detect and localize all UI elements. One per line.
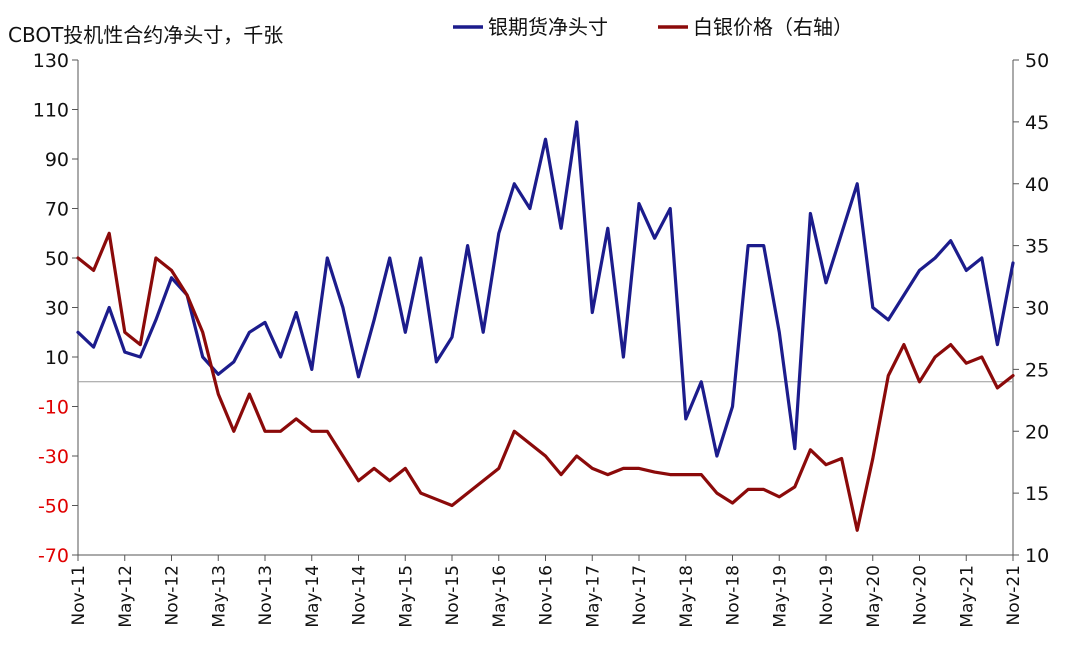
- left-tick-label: -50: [38, 496, 69, 518]
- x-tick-label: Nov-18: [724, 565, 744, 626]
- right-tick-label: 15: [1025, 483, 1049, 505]
- left-axis-label: CBOT投机性合约净头寸，千张: [8, 23, 283, 47]
- legend-label-price: 白银价格（右轴）: [693, 15, 853, 39]
- x-tick-label: May-20: [864, 565, 884, 628]
- x-tick-label: May-15: [396, 565, 416, 628]
- x-tick-label: May-14: [303, 565, 323, 628]
- x-tick-label: Nov-11: [69, 565, 89, 626]
- x-tick-label: Nov-14: [350, 565, 370, 626]
- left-tick-label: -30: [38, 446, 69, 468]
- x-tick-label: Nov-17: [630, 565, 650, 626]
- left-tick-label: 110: [33, 100, 69, 122]
- left-tick-label: 50: [45, 248, 69, 270]
- x-tick-label: Nov-13: [256, 565, 276, 626]
- x-tick-label: Nov-19: [817, 565, 837, 626]
- x-tick-label: Nov-20: [911, 565, 931, 626]
- x-tick-label: May-13: [209, 565, 229, 628]
- right-tick-label: 35: [1025, 236, 1049, 258]
- series-line-futures: [76, 120, 1015, 458]
- left-tick-label: 90: [45, 149, 69, 171]
- x-tick-label: May-18: [677, 565, 697, 628]
- x-tick-label: Nov-12: [163, 565, 183, 626]
- x-tick-label: May-19: [770, 565, 790, 628]
- x-tick-label: Nov-16: [537, 565, 557, 626]
- left-tick-label: -70: [38, 545, 69, 567]
- right-tick-label: 30: [1025, 298, 1049, 320]
- x-tick-label: May-16: [490, 565, 510, 628]
- left-tick-label: -10: [38, 397, 69, 419]
- right-tick-label: 10: [1025, 545, 1049, 567]
- x-axis-ticks: Nov-11 May-12 Nov-12 May-13 Nov-13 May-14 Nov-…: [69, 555, 1024, 628]
- left-axis-ticks: 130 110 90 70 50 30 10 -10 -30 -50 -70: [33, 50, 78, 567]
- right-tick-label: 45: [1025, 112, 1049, 134]
- series-lines: [76, 120, 1015, 532]
- right-axis-ticks: 50 45 40 35 30 25 20 15 10: [1013, 50, 1049, 567]
- x-tick-label: Nov-21: [1004, 565, 1024, 626]
- legend-label-futures: 银期货净头寸: [488, 15, 608, 39]
- x-tick-label: Nov-15: [443, 565, 463, 626]
- left-tick-label: 30: [45, 298, 69, 320]
- left-tick-label: 130: [33, 50, 69, 72]
- legend: 银期货净头寸 白银价格（右轴）: [453, 15, 853, 39]
- x-tick-label: May-17: [583, 565, 603, 628]
- x-tick-label: May-12: [116, 565, 136, 628]
- right-tick-label: 20: [1025, 421, 1049, 443]
- left-tick-label: 10: [45, 347, 69, 369]
- right-tick-label: 25: [1025, 359, 1049, 381]
- series-line-price: [76, 231, 1015, 532]
- left-tick-label: 70: [45, 199, 69, 221]
- right-tick-label: 40: [1025, 174, 1049, 196]
- right-tick-label: 50: [1025, 50, 1049, 72]
- x-tick-label: May-21: [957, 565, 977, 628]
